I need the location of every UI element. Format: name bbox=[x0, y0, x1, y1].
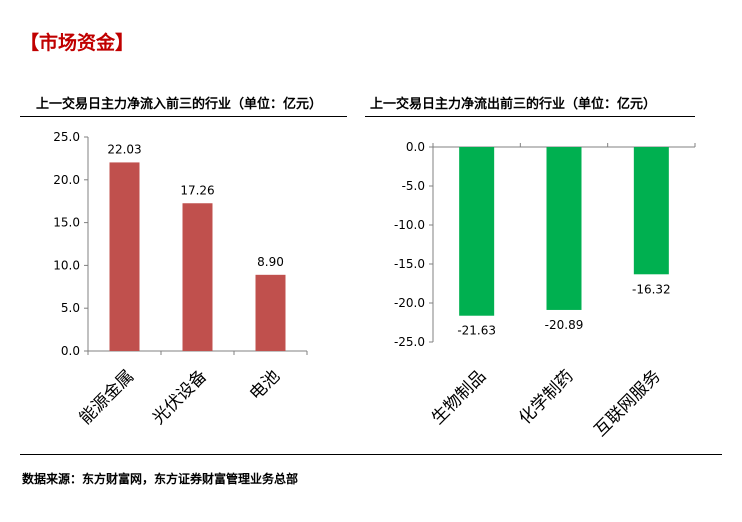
inflow-chart-title: 上一交易日主力净流入前三的行业（单位：亿元） bbox=[36, 97, 323, 112]
source-note: 数据来源：东方财富网，东方证券财富管理业务总部 bbox=[22, 472, 299, 486]
y-tick-label: -25.0 bbox=[394, 335, 425, 349]
outflow-title-rule bbox=[365, 116, 695, 117]
data-label: -21.63 bbox=[457, 324, 496, 338]
category-label: 生物制品 bbox=[428, 366, 490, 428]
section-title: 【市场资金】 bbox=[20, 32, 135, 54]
category-label: 能源金属 bbox=[76, 366, 138, 428]
y-tick-label: 0.0 bbox=[61, 344, 80, 358]
category-label: 光伏设备 bbox=[149, 366, 211, 428]
data-label: 22.03 bbox=[107, 142, 141, 156]
y-tick-label: -15.0 bbox=[394, 257, 425, 271]
y-tick-label: -10.0 bbox=[394, 218, 425, 232]
inflow-title-rule bbox=[20, 116, 347, 117]
category-label: 互联网服务 bbox=[591, 366, 665, 440]
y-tick-label: -5.0 bbox=[402, 179, 425, 193]
y-tick-label: 0.0 bbox=[406, 140, 425, 154]
bar-outflow-0 bbox=[459, 147, 495, 316]
bar-outflow-2 bbox=[633, 147, 669, 275]
category-label: 电池 bbox=[246, 366, 284, 404]
data-label: -20.89 bbox=[545, 318, 584, 332]
bar-outflow-1 bbox=[546, 147, 582, 310]
data-label: 17.26 bbox=[180, 183, 214, 197]
footer-rule bbox=[20, 454, 722, 455]
bar-inflow-0 bbox=[109, 162, 140, 351]
data-label: 8.90 bbox=[257, 255, 284, 269]
inflow-chart: 0.0 5.0 10.0 15.0 20.0 25.0 22.03 能源金属 17.26 光伏设备… bbox=[53, 130, 308, 429]
y-tick-label: -20.0 bbox=[394, 296, 425, 310]
outflow-chart: 0.0 -5.0 -10.0 -15.0 -20.0 -25.0 -21.63 生物制品 -20… bbox=[394, 140, 696, 441]
bar-inflow-1 bbox=[182, 203, 213, 351]
y-tick-label: 20.0 bbox=[53, 173, 80, 187]
outflow-chart-title: 上一交易日主力净流出前三的行业（单位：亿元） bbox=[370, 97, 657, 112]
category-label: 化学制药 bbox=[515, 366, 577, 428]
data-label: -16.32 bbox=[632, 282, 671, 296]
bar-inflow-2 bbox=[255, 274, 286, 351]
y-tick-label: 15.0 bbox=[53, 216, 80, 230]
y-tick-label: 25.0 bbox=[53, 130, 80, 144]
y-tick-label: 10.0 bbox=[53, 258, 80, 272]
y-tick-label: 5.0 bbox=[61, 301, 80, 315]
